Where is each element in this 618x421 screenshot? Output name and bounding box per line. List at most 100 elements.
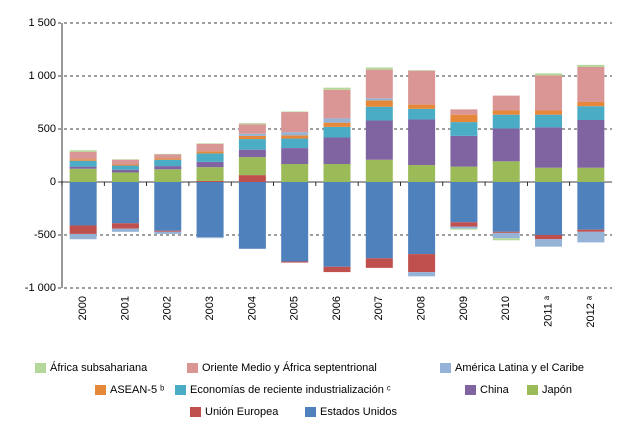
- bar-segment: [196, 161, 224, 168]
- bar-segment: [111, 172, 139, 182]
- bar-segment: [238, 139, 266, 150]
- legend-label: Japón: [542, 384, 572, 396]
- bar-segment: [323, 122, 351, 127]
- legend-swatch: [95, 385, 106, 395]
- bar-segment: [69, 159, 97, 161]
- legend-swatch: [305, 407, 316, 417]
- legend-swatch: [187, 363, 198, 373]
- bar-segment: [365, 182, 393, 259]
- bar-segment: [408, 108, 436, 120]
- bar-segment: [281, 148, 309, 164]
- bar-segment: [69, 168, 97, 182]
- bar-segment: [238, 149, 266, 158]
- bar-segment: [323, 118, 351, 123]
- bar-segment: [281, 132, 309, 136]
- bar-segment: [196, 237, 224, 239]
- bar-segment: [408, 70, 436, 105]
- bar-segment: [281, 182, 309, 262]
- bar-segment: [196, 182, 224, 238]
- bar-segment: [577, 182, 605, 230]
- bar-segment: [450, 122, 478, 136]
- bar-segment: [408, 254, 436, 273]
- x-tick-label: 2011 ᵃ: [542, 295, 554, 327]
- bar-segment: [492, 128, 520, 162]
- bar-segment: [238, 124, 266, 134]
- bar-segment: [238, 182, 266, 249]
- bar-segment: [196, 151, 224, 154]
- bar-segment: [408, 182, 436, 255]
- bar-segment: [323, 182, 351, 267]
- bar-segment: [111, 164, 139, 166]
- x-tick-label: 2008: [416, 296, 428, 320]
- bar-segment: [323, 87, 351, 90]
- bar-segment: [154, 166, 182, 170]
- x-tick-label: 2007: [373, 296, 385, 320]
- legend-label: América Latina y el Caribe: [455, 362, 584, 374]
- bar-segment: [69, 182, 97, 226]
- bar-segment: [111, 182, 139, 224]
- bar-segment: [535, 114, 563, 128]
- y-tick-label: 1 000: [28, 70, 56, 82]
- bar-segment: [535, 167, 563, 182]
- bar-segment: [281, 112, 309, 133]
- bar-segment: [492, 182, 520, 232]
- y-tick-label: -500: [34, 229, 56, 241]
- x-tick-label: 2006: [331, 296, 343, 320]
- x-tick-label: 2002: [162, 296, 174, 320]
- bar-segment: [492, 161, 520, 182]
- y-tick-label: -1 000: [25, 282, 56, 294]
- x-tick-label: 2009: [458, 296, 470, 320]
- bar-segment: [365, 106, 393, 121]
- bar-segment: [365, 69, 393, 99]
- bar-segment: [323, 163, 351, 182]
- bar-segment: [281, 261, 309, 263]
- bar-segment: [577, 167, 605, 182]
- bar-segment: [323, 137, 351, 164]
- bar-segment: [450, 166, 478, 182]
- bar-segment: [238, 135, 266, 140]
- legend-swatch: [440, 363, 451, 373]
- bar-segment: [111, 165, 139, 170]
- legend-label: Unión Europea: [205, 406, 279, 418]
- legend-swatch: [527, 385, 538, 395]
- bar-segment: [408, 119, 436, 166]
- legend-swatch: [35, 363, 46, 373]
- bar-segment: [535, 73, 563, 76]
- bar-segment: [196, 167, 224, 181]
- bar-segment: [154, 182, 182, 231]
- y-tick-label: 1 500: [28, 17, 56, 29]
- legend-swatch: [190, 407, 201, 417]
- bar-segment: [69, 151, 97, 160]
- bar-segment: [154, 154, 182, 159]
- bar-segment: [69, 150, 97, 152]
- bar-segment: [238, 175, 266, 182]
- bar-segment: [535, 235, 563, 240]
- x-tick-label: 2000: [77, 296, 89, 320]
- y-tick-label: 0: [50, 176, 56, 188]
- legend-label: China: [480, 384, 510, 396]
- bar-segment: [365, 67, 393, 70]
- bar-segment: [577, 119, 605, 168]
- legend-label: Estados Unidos: [320, 406, 398, 418]
- x-tick-label: 2010: [500, 296, 512, 320]
- bar-segment: [111, 169, 139, 173]
- bar-segment: [154, 153, 182, 155]
- bar-segment: [492, 232, 520, 239]
- bar-segment: [323, 126, 351, 138]
- legend-label: Oriente Medio y África septentrional: [202, 361, 377, 374]
- bar-segment: [111, 228, 139, 232]
- bar-segment: [111, 159, 139, 165]
- bar-segment: [577, 106, 605, 120]
- bar-segment: [154, 159, 182, 167]
- bar-segment: [238, 157, 266, 176]
- legend-label: ASEAN-5 ᵇ: [110, 384, 164, 396]
- bar-segment: [535, 110, 563, 115]
- bar-segment: [535, 182, 563, 235]
- bar-segment: [69, 225, 97, 234]
- bar-segment: [450, 182, 478, 223]
- bar-segment: [365, 120, 393, 160]
- bar-segment: [69, 233, 97, 240]
- bar-segment: [577, 229, 605, 232]
- bar-segment: [450, 228, 478, 230]
